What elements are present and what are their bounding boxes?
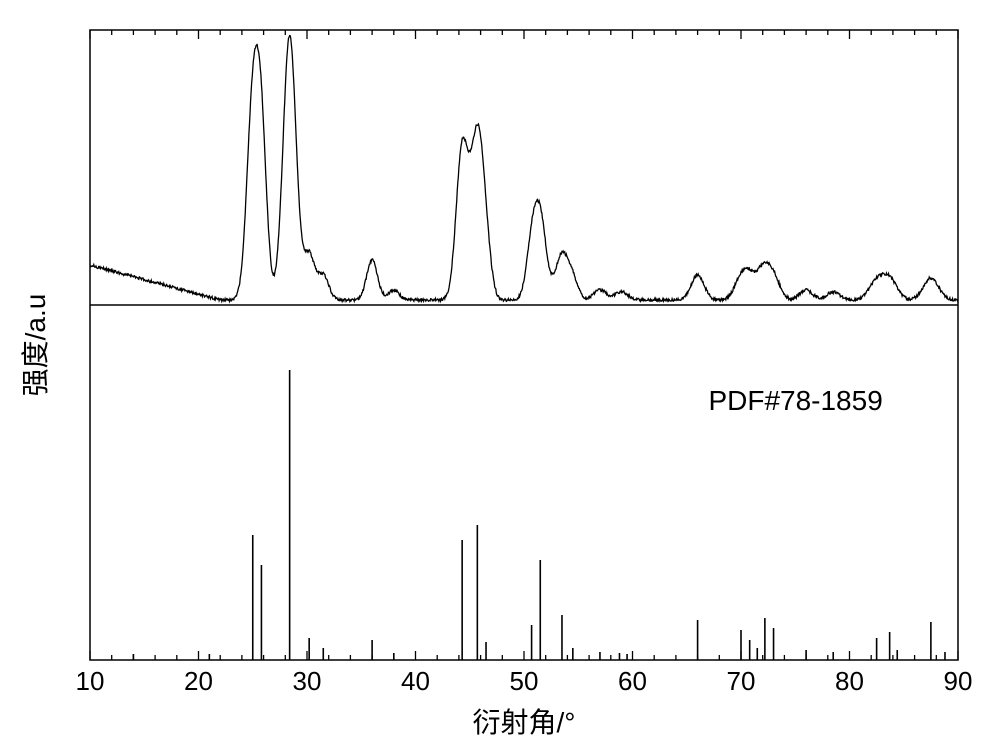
x-tick-label: 80 [835,666,864,696]
y-axis-label: 强度/a.u [20,294,51,397]
x-tick-label: 20 [184,666,213,696]
x-tick-label: 30 [293,666,322,696]
xrd-chart: 10 20 30 40 50 60 70 80 90 PDF#78-1859 衍射角/° 强度/a.u [0,0,1000,744]
x-tick-label: 60 [618,666,647,696]
x-tick-label: 70 [727,666,756,696]
x-tick-label: 50 [510,666,539,696]
x-tick-label: 10 [76,666,105,696]
x-tick-label: 40 [401,666,430,696]
pdf-card-label: PDF#78-1859 [708,385,882,416]
x-tick-label: 90 [944,666,973,696]
x-axis-label: 衍射角/° [473,707,576,738]
